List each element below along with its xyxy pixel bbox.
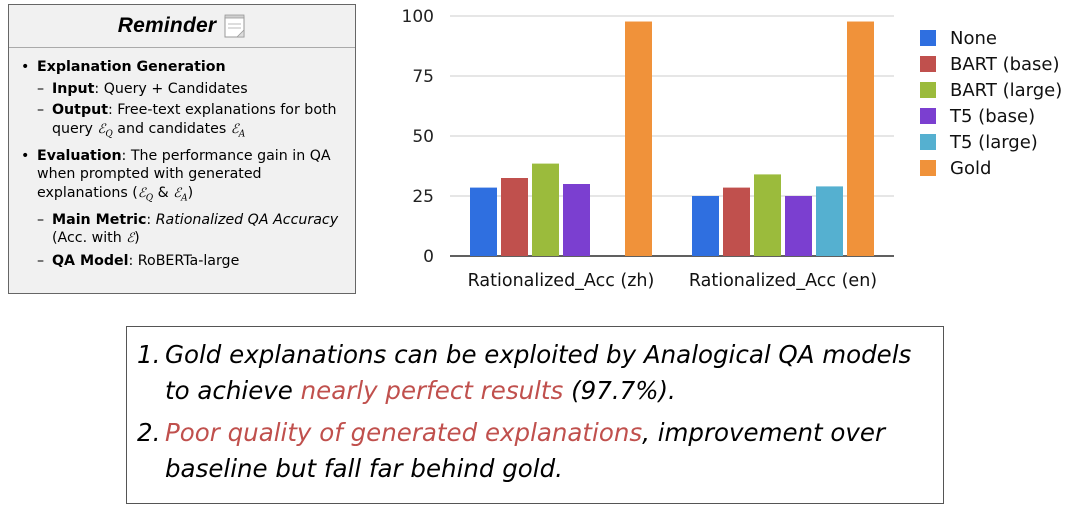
x-category-label: Rationalized_Acc (en) <box>689 271 877 291</box>
reminder-title: Reminder <box>117 14 217 37</box>
notepad-icon <box>224 14 245 38</box>
bar <box>847 21 874 256</box>
list-item: Evaluation: The performance gain in QA w… <box>9 147 355 208</box>
highlight-text: nearly perfect results <box>300 376 564 405</box>
legend-swatch <box>920 82 936 98</box>
bar <box>816 186 843 256</box>
bar <box>625 21 652 256</box>
bar <box>754 174 781 256</box>
legend-swatch <box>920 134 936 150</box>
legend-label: Gold <box>950 158 991 179</box>
legend-swatch <box>920 30 936 46</box>
bar <box>723 187 750 256</box>
legend-label: T5 (large) <box>949 132 1038 153</box>
list-item: QA Model: RoBERTa-large <box>9 252 355 271</box>
bar <box>785 196 812 256</box>
y-tick-label: 75 <box>412 67 434 87</box>
highlight-text: Poor quality of generated explanations <box>165 418 643 447</box>
conclusion-item-2: 2. Poor quality of generated explanation… <box>137 418 886 483</box>
bar <box>501 178 528 256</box>
list-item: Output: Free-text explanations for both … <box>9 101 355 144</box>
legend-label: BART (large) <box>950 80 1062 101</box>
y-tick-label: 50 <box>412 127 434 147</box>
bar <box>563 184 590 256</box>
legend-swatch <box>920 160 936 176</box>
bar <box>470 187 497 256</box>
legend-label: BART (base) <box>950 54 1060 75</box>
query-symbol: ℰQ <box>97 121 113 140</box>
list-item: Input: Query + Candidates <box>9 80 355 99</box>
legend-label: None <box>950 28 997 49</box>
legend-swatch <box>920 108 936 124</box>
conclusion-item-1: 1. Gold explanations can be exploited by… <box>137 340 912 405</box>
list-item: Main Metric: Rationalized QA Accuracy (A… <box>9 211 355 249</box>
conclusions-box: 1. Gold explanations can be exploited by… <box>126 326 944 504</box>
y-tick-label: 0 <box>423 247 434 267</box>
reminder-header: Reminder <box>9 5 355 48</box>
bar <box>532 163 559 256</box>
x-category-label: Rationalized_Acc (zh) <box>468 271 655 291</box>
bar <box>692 196 719 256</box>
y-tick-label: 25 <box>412 187 434 207</box>
reminder-box: Reminder Explanation Generation Input: Q… <box>8 4 356 294</box>
bar-chart: 0 25 50 75 100 Rationalized_Acc (zh) Rationali… <box>402 7 1063 291</box>
list-item: Explanation Generation <box>9 58 355 77</box>
legend-label: T5 (base) <box>949 106 1035 127</box>
candidate-symbol: ℰA <box>230 121 246 140</box>
y-tick-label: 100 <box>402 7 434 27</box>
reminder-list: Explanation Generation Input: Query + Ca… <box>9 48 355 270</box>
legend-swatch <box>920 56 936 72</box>
